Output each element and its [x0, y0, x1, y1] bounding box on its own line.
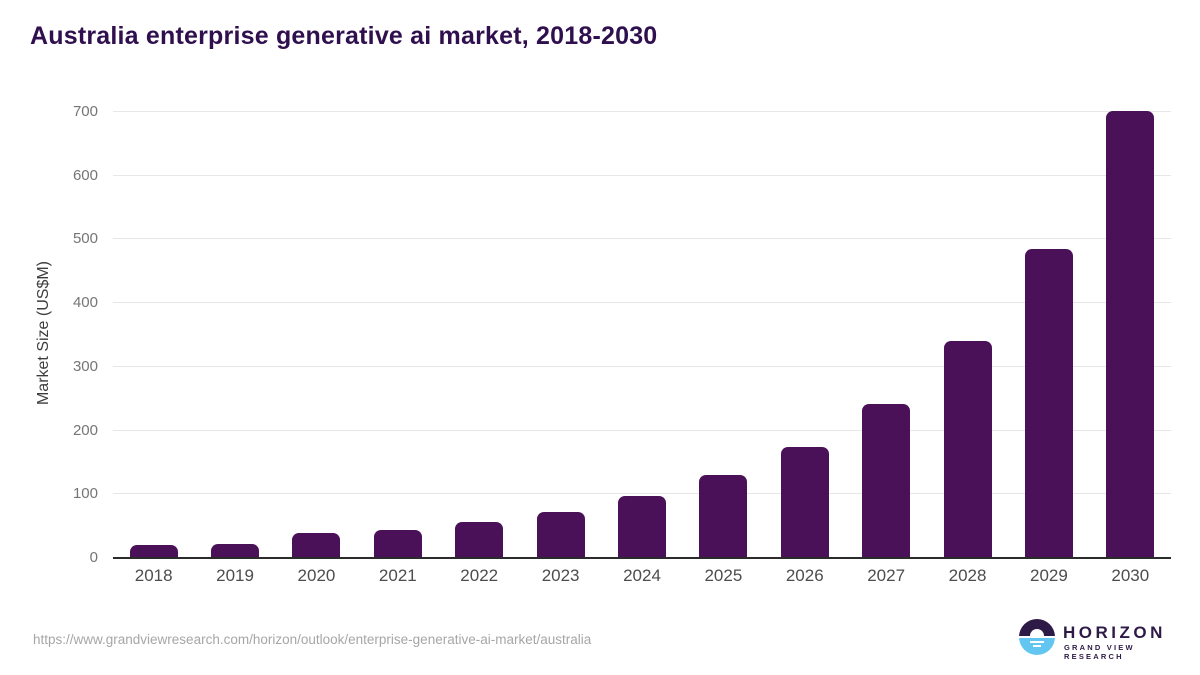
logo-icon-reflection-line [1033, 645, 1041, 647]
gridline-300 [113, 365, 1171, 367]
gridline-700 [113, 111, 1171, 112]
y-tick-200: 200 [72, 421, 98, 439]
chart-title: Australia enterprise generative ai marke… [30, 22, 658, 50]
y-tick-100: 100 [72, 485, 98, 503]
bar-2021 [373, 529, 422, 558]
x-tick-2019: 2019 [216, 566, 254, 585]
y-tick-500: 500 [72, 230, 98, 248]
x-tick-2030: 2030 [1111, 566, 1150, 585]
y-tick-400: 400 [72, 294, 98, 312]
y-tick-0: 0 [89, 549, 98, 566]
bar-2019 [211, 543, 260, 558]
logo-icon-dark-half [1019, 619, 1055, 636]
source-url: https://www.grandviewresearch.com/horizo… [33, 632, 592, 647]
bar-2027 [862, 403, 911, 558]
bar-2025 [699, 475, 748, 558]
bar-2030 [1106, 111, 1155, 558]
gridline-500 [113, 238, 1171, 240]
y-tick-700: 700 [72, 103, 98, 120]
x-tick-2018: 2018 [134, 566, 173, 585]
logo-wordmark: HORIZON [1063, 623, 1166, 642]
bar-2026 [780, 446, 829, 558]
bar-2018 [129, 545, 178, 558]
x-tick-2023: 2023 [541, 566, 580, 585]
x-tick-2028: 2028 [948, 566, 987, 585]
logo-icon-reflection-line [1030, 641, 1044, 643]
x-tick-2020: 2020 [297, 566, 336, 585]
gridline-100 [113, 493, 1171, 495]
x-tick-2025: 2025 [704, 566, 743, 585]
plot-area [113, 111, 1171, 558]
y-tick-600: 600 [72, 166, 98, 184]
x-tick-2027: 2027 [867, 566, 906, 585]
horizon-logo: HORIZON GRAND VIEW RESEARCH [1019, 619, 1169, 661]
gridline-200 [113, 429, 1171, 431]
x-tick-2026: 2026 [785, 566, 824, 585]
bar-2020 [292, 532, 341, 558]
horizon-sun-over-water-icon [1019, 619, 1055, 655]
gridline-600 [113, 174, 1171, 176]
bar-2022 [455, 522, 504, 558]
x-axis-labels: 2018 2019 2020 2021 2022 2023 2024 2025 2026 2027… [113, 566, 1171, 590]
bar-2023 [536, 511, 585, 558]
bar-2028 [943, 341, 992, 558]
y-tick-300: 300 [72, 357, 98, 375]
gridline-400 [113, 302, 1171, 304]
x-tick-2021: 2021 [378, 566, 417, 585]
x-tick-2022: 2022 [460, 566, 499, 585]
bar-2024 [618, 496, 666, 558]
y-axis-tick-labels: 0 100 200 300 400 500 600 700 [40, 103, 98, 566]
x-tick-2024: 2024 [623, 566, 661, 585]
bar-2029 [1024, 249, 1073, 558]
logo-subtitle: GRAND VIEW RESEARCH [1064, 643, 1135, 661]
x-axis-line [113, 557, 1171, 559]
x-tick-2029: 2029 [1030, 566, 1068, 585]
